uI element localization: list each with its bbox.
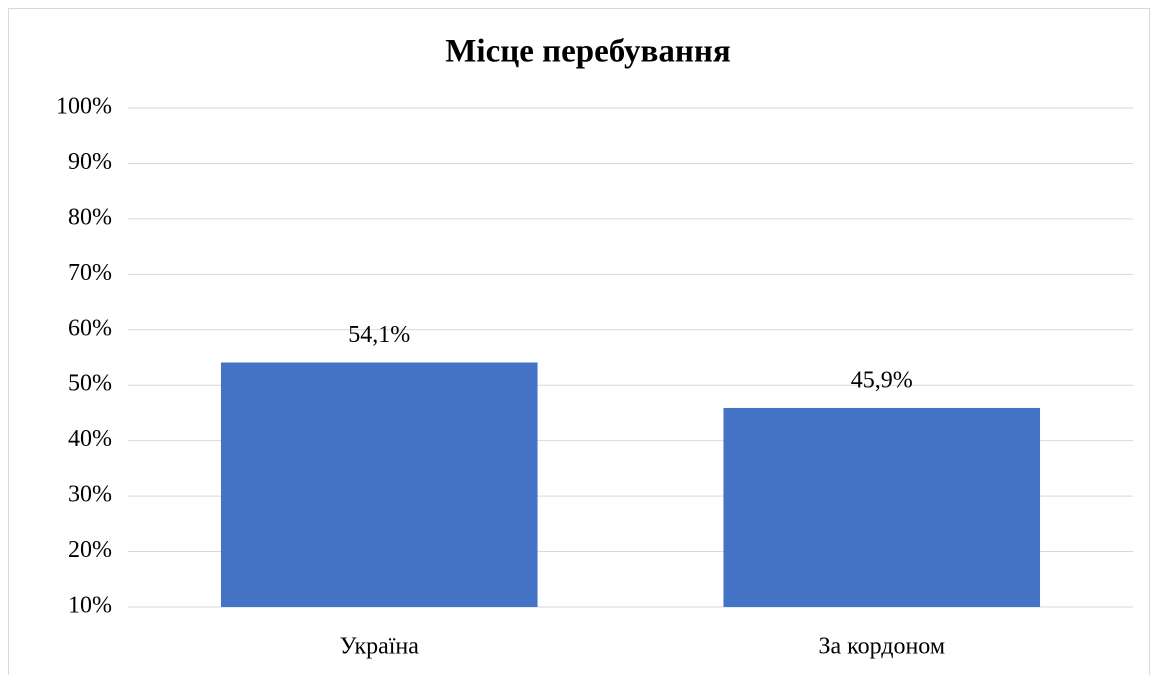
bar	[723, 407, 1041, 607]
x-tick-label: Україна	[340, 634, 420, 660]
x-tick-label: За кордоном	[818, 634, 945, 660]
y-tick-label: 40%	[68, 426, 112, 452]
data-label: 54,1%	[348, 322, 410, 348]
y-tick-label: 20%	[68, 537, 112, 563]
y-tick-label: 90%	[68, 149, 112, 175]
data-label: 45,9%	[851, 367, 913, 393]
y-tick-label: 60%	[68, 315, 112, 341]
y-tick-label: 10%	[68, 593, 112, 619]
y-tick-label: 70%	[68, 260, 112, 286]
y-tick-label: 30%	[68, 482, 112, 508]
y-tick-label: 100%	[56, 94, 112, 120]
y-tick-label: 80%	[68, 204, 112, 230]
chart-title: Місце перебування	[445, 34, 730, 70]
y-tick-label: 50%	[68, 371, 112, 397]
bar	[220, 362, 538, 607]
